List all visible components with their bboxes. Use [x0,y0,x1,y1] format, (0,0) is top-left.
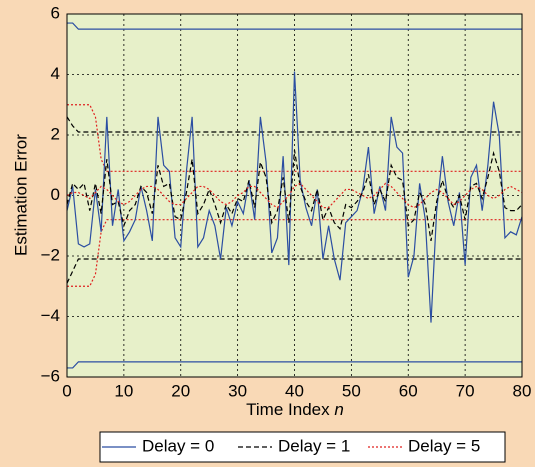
x-tick-label: 0 [62,381,71,400]
legend-label: Delay = 0 [142,436,214,455]
lower-bound [67,219,522,287]
x-tick-label: 80 [513,381,532,400]
upper-bound [67,22,522,30]
x-axis-label: Time Index n [246,400,344,419]
upper-bound [67,104,522,172]
x-tick-label: 40 [285,381,304,400]
x-tick-label: 20 [171,381,190,400]
x-tick-label: 10 [114,381,133,400]
lower-bound [66,258,522,284]
y-tick-label: 2 [51,124,60,143]
legend-label: Delay = 1 [278,436,350,455]
y-tick-label: −4 [41,306,60,325]
legend-label: Delay = 5 [408,436,480,455]
x-axis-label-text: Time Index [246,400,330,419]
x-tick-label: 60 [399,381,418,400]
series-line [66,182,523,209]
x-tick-label: 50 [342,381,361,400]
y-axis-label: Estimation Error [11,134,30,256]
plot-frame [66,13,523,378]
x-axis-label-var: n [334,400,343,419]
upper-bound [66,116,522,133]
y-tick-label: 0 [51,185,60,204]
series-line [66,150,523,241]
lower-bound [67,361,522,369]
y-tick-label: −2 [41,245,60,264]
x-tick-label: 70 [456,381,475,400]
y-tick-label: −6 [41,366,60,385]
legend-box [99,431,506,463]
x-tick-label: 30 [228,381,247,400]
y-tick-label: 4 [51,64,60,83]
series-line [66,71,523,323]
y-tick-label: 6 [51,3,60,22]
